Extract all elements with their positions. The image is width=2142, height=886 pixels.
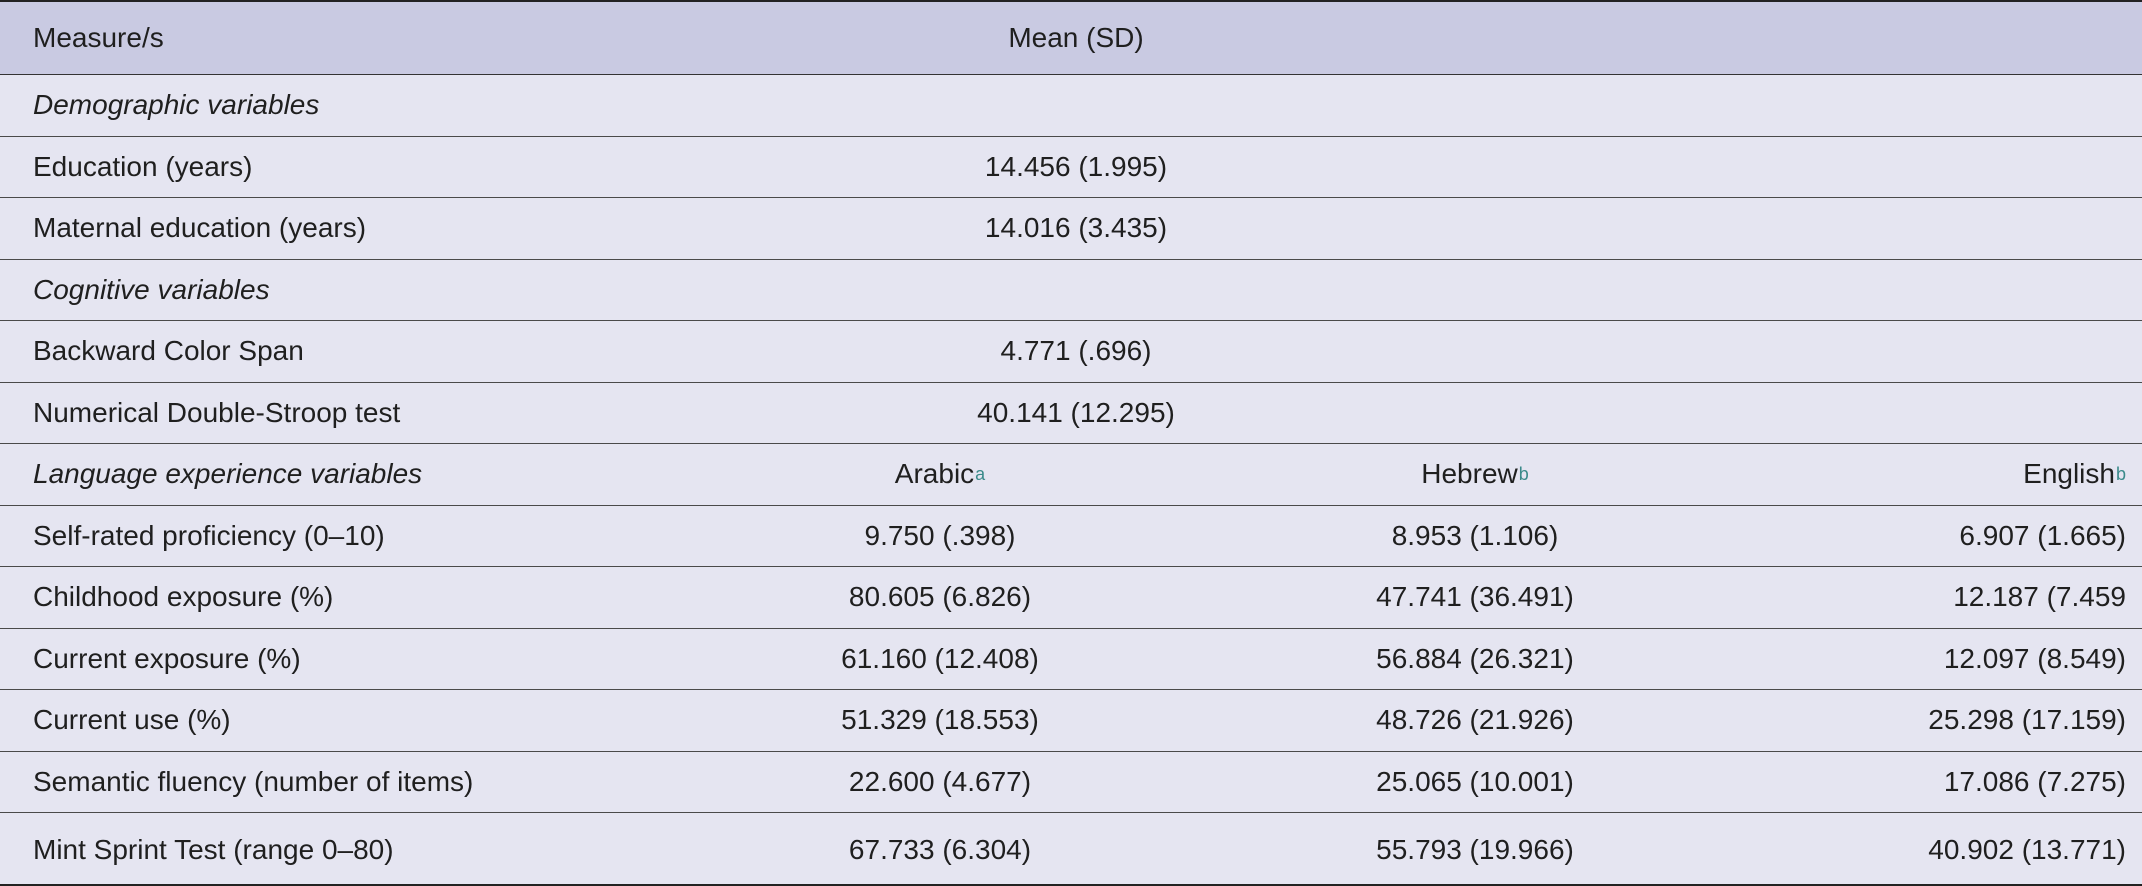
section-row-cognitive: Cognitive variables <box>0 260 2142 321</box>
english-value: 12.187 (7.459 <box>1953 581 2126 613</box>
table-row: Backward Color Span 4.771 (.696) <box>0 321 2142 383</box>
row-value: 14.456 (1.995) <box>984 150 1168 182</box>
hebrew-value: 8.953 (1.106) <box>1391 519 1559 551</box>
header-mean-sd: Mean (SD) <box>1008 22 1144 53</box>
row-value: 14.016 (3.435) <box>984 212 1168 244</box>
english-value: 6.907 (1.665) <box>1959 519 2126 551</box>
english-value: 17.086 (7.275) <box>1943 765 2126 797</box>
section-label: Demographic variables <box>33 89 320 121</box>
footnote-marker: b <box>2115 463 2126 484</box>
english-value: 40.902 (13.771) <box>1928 833 2126 865</box>
english-value: 12.097 (8.549) <box>1943 642 2126 674</box>
arabic-value: 51.329 (18.553) <box>841 704 1039 736</box>
section-row-language: Language experience variables Arabic a He… <box>0 444 2142 506</box>
row-label: Backward Color Span <box>33 335 304 367</box>
column-header-hebrew: Hebrew b <box>1375 444 1575 505</box>
row-label: Maternal education (years) <box>33 212 367 244</box>
footnote-marker: b <box>1518 463 1529 484</box>
row-label: Mint Sprint Test (range 0–80) <box>33 833 394 865</box>
table-row: Childhood exposure (%) 80.605 (6.826) 47… <box>0 567 2142 629</box>
hebrew-value: 25.065 (10.001) <box>1376 765 1574 797</box>
section-label: Cognitive variables <box>33 273 270 305</box>
table-header: Measure/s Mean (SD) <box>0 2 2142 75</box>
column-label: English <box>2023 458 2115 490</box>
hebrew-value: 47.741 (36.491) <box>1376 581 1574 613</box>
arabic-value: 9.750 (.398) <box>864 519 1016 551</box>
hebrew-value: 55.793 (19.966) <box>1376 833 1574 865</box>
section-label: Language experience variables <box>33 458 423 490</box>
hebrew-value: 48.726 (21.926) <box>1376 704 1574 736</box>
header-measure: Measure/s <box>33 22 164 53</box>
table-row: Self-rated proficiency (0–10) 9.750 (.39… <box>0 506 2142 567</box>
row-value: 40.141 (12.295) <box>977 396 1175 428</box>
column-header-arabic: Arabic a <box>840 444 1040 505</box>
row-label: Current use (%) <box>33 704 231 736</box>
row-value: 4.771 (.696) <box>1000 335 1152 367</box>
column-header-english: English b <box>2023 444 2126 505</box>
arabic-value: 80.605 (6.826) <box>848 581 1032 613</box>
column-label: Arabic <box>894 458 975 490</box>
arabic-value: 61.160 (12.408) <box>841 642 1039 674</box>
table-row: Current exposure (%) 61.160 (12.408) 56.… <box>0 629 2142 690</box>
row-label: Education (years) <box>33 150 253 182</box>
arabic-value: 22.600 (4.677) <box>848 765 1032 797</box>
row-label: Self-rated proficiency (0–10) <box>33 519 385 551</box>
row-label: Semantic fluency (number of items) <box>33 765 474 797</box>
table-row: Semantic fluency (number of items) 22.60… <box>0 752 2142 813</box>
english-value: 25.298 (17.159) <box>1928 704 2126 736</box>
row-label: Numerical Double-Stroop test <box>33 396 401 428</box>
row-label: Childhood exposure (%) <box>33 581 334 613</box>
row-label: Current exposure (%) <box>33 642 301 674</box>
footnote-marker: a <box>975 463 986 484</box>
arabic-value: 67.733 (6.304) <box>848 833 1032 865</box>
table-row: Current use (%) 51.329 (18.553) 48.726 (… <box>0 690 2142 752</box>
table-row: Maternal education (years) 14.016 (3.435… <box>0 198 2142 260</box>
hebrew-value: 56.884 (26.321) <box>1376 642 1574 674</box>
table-row: Numerical Double-Stroop test 40.141 (12.… <box>0 383 2142 444</box>
table-row: Education (years) 14.456 (1.995) <box>0 137 2142 198</box>
section-row-demographic: Demographic variables <box>0 75 2142 137</box>
column-label: Hebrew <box>1421 458 1518 490</box>
table-row: Mint Sprint Test (range 0–80) 67.733 (6.… <box>0 813 2142 886</box>
